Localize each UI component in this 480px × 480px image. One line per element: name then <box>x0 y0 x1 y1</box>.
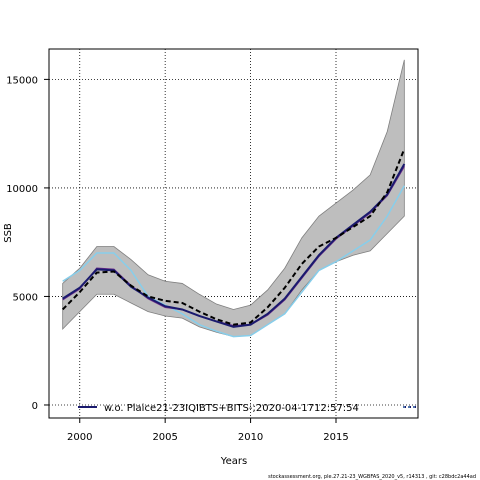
series-line-solid-lightblue <box>62 185 405 338</box>
x-tick-label: 2010 <box>238 432 263 443</box>
y-tick-label: 5000 <box>13 292 38 303</box>
y-tick-label: 0 <box>32 401 38 412</box>
x-tick-label: 2005 <box>152 432 177 443</box>
x-tick-label: 2015 <box>323 432 348 443</box>
y-tick-label: 10000 <box>6 184 38 195</box>
plot-frame <box>48 48 419 419</box>
y-axis: 0 5000 10000 15000 <box>6 75 49 412</box>
x-axis: 2000 2005 2010 2015 <box>67 418 349 443</box>
legend-label: w.o. Plaice21-23IQIBTS+BITS-;2020-04-171… <box>104 403 359 414</box>
footer-note: stockassessment.org, ple.27.21-23_WGBFAS… <box>268 474 476 480</box>
y-axis-title: SSB <box>3 223 14 243</box>
legend: w.o. Plaice21-23IQIBTS+BITS-;2020-04-171… <box>78 403 418 414</box>
confidence-band <box>62 59 405 338</box>
series-line-dashed-black <box>61 148 406 326</box>
series-lines <box>61 148 406 338</box>
y-tick-label: 15000 <box>6 75 38 86</box>
x-tick-label: 2000 <box>67 432 92 443</box>
x-axis-title: Years <box>220 456 247 467</box>
ssb-confidence-band <box>62 59 405 338</box>
